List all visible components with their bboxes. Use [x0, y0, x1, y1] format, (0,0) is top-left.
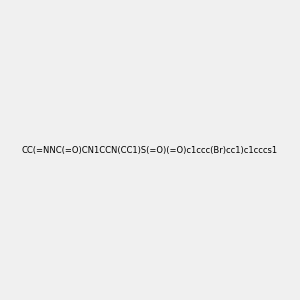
Text: CC(=NNC(=O)CN1CCN(CC1)S(=O)(=O)c1ccc(Br)cc1)c1cccs1: CC(=NNC(=O)CN1CCN(CC1)S(=O)(=O)c1ccc(Br)… — [22, 146, 278, 154]
